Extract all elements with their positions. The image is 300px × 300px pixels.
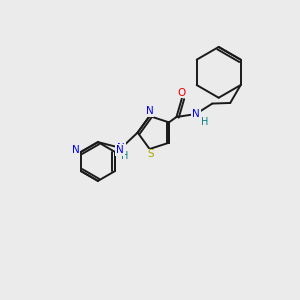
Text: H: H	[121, 152, 128, 161]
Text: N: N	[116, 145, 124, 155]
Text: O: O	[178, 88, 186, 98]
Text: H: H	[200, 117, 208, 128]
Text: N: N	[72, 145, 80, 155]
Text: N: N	[192, 109, 200, 119]
Text: N: N	[117, 143, 125, 153]
Text: S: S	[148, 149, 154, 159]
Text: N: N	[146, 106, 154, 116]
